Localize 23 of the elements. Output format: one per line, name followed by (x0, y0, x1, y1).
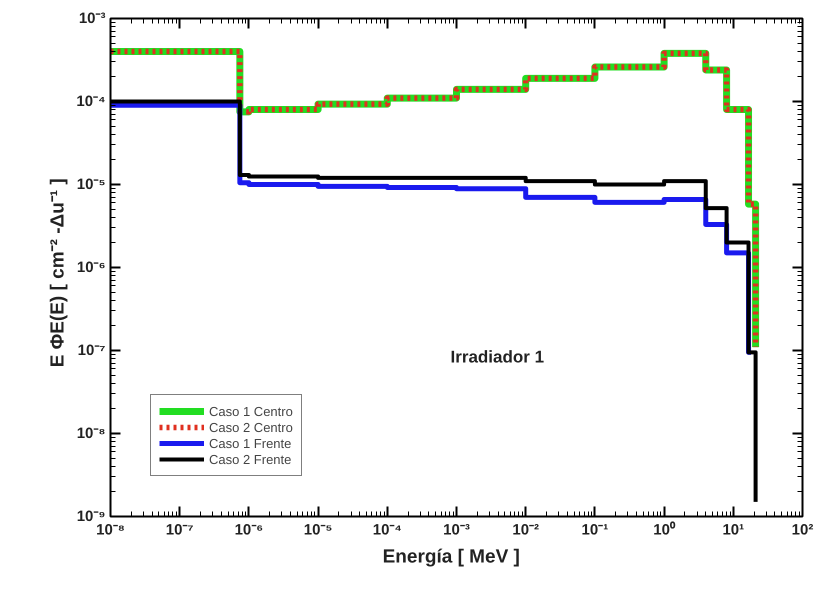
x-axis-title: Energía [ MeV ] (382, 546, 520, 568)
legend-label: Caso 2 Frente (209, 451, 292, 467)
x-tick-label: 10⁻⁷ (166, 522, 194, 538)
x-tick-label: 10⁰ (653, 520, 676, 538)
y-tick-label: 10⁻⁸ (76, 425, 106, 442)
y-axis-title: E ΦE(E) [ cm⁻² -Δu⁻¹ ] (47, 178, 68, 368)
x-tick-label: 10⁻¹ (582, 522, 608, 538)
annotation: Irradiador 1 (450, 348, 544, 366)
x-tick-label: 10⁻⁶ (234, 522, 264, 538)
legend-label: Caso 1 Frente (209, 435, 292, 451)
y-tick-label: 10⁻⁵ (76, 176, 106, 193)
legend-label: Caso 2 Centro (209, 419, 293, 435)
x-tick-label: 10⁻³ (443, 522, 470, 538)
x-tick-label: 10⁻⁵ (304, 522, 332, 538)
x-tick-label: 10² (792, 522, 814, 538)
y-tick-label: 10⁻³ (78, 10, 106, 27)
x-tick-label: 10⁻⁴ (372, 522, 402, 538)
legend-label: Caso 1 Centro (209, 403, 293, 419)
x-tick-label: 10¹ (722, 522, 744, 538)
y-tick-label: 10⁻⁷ (78, 342, 106, 359)
y-tick-label: 10⁻⁴ (76, 93, 106, 110)
x-tick-label: 10⁻² (512, 522, 540, 538)
y-tick-label: 10⁻⁶ (76, 259, 106, 276)
